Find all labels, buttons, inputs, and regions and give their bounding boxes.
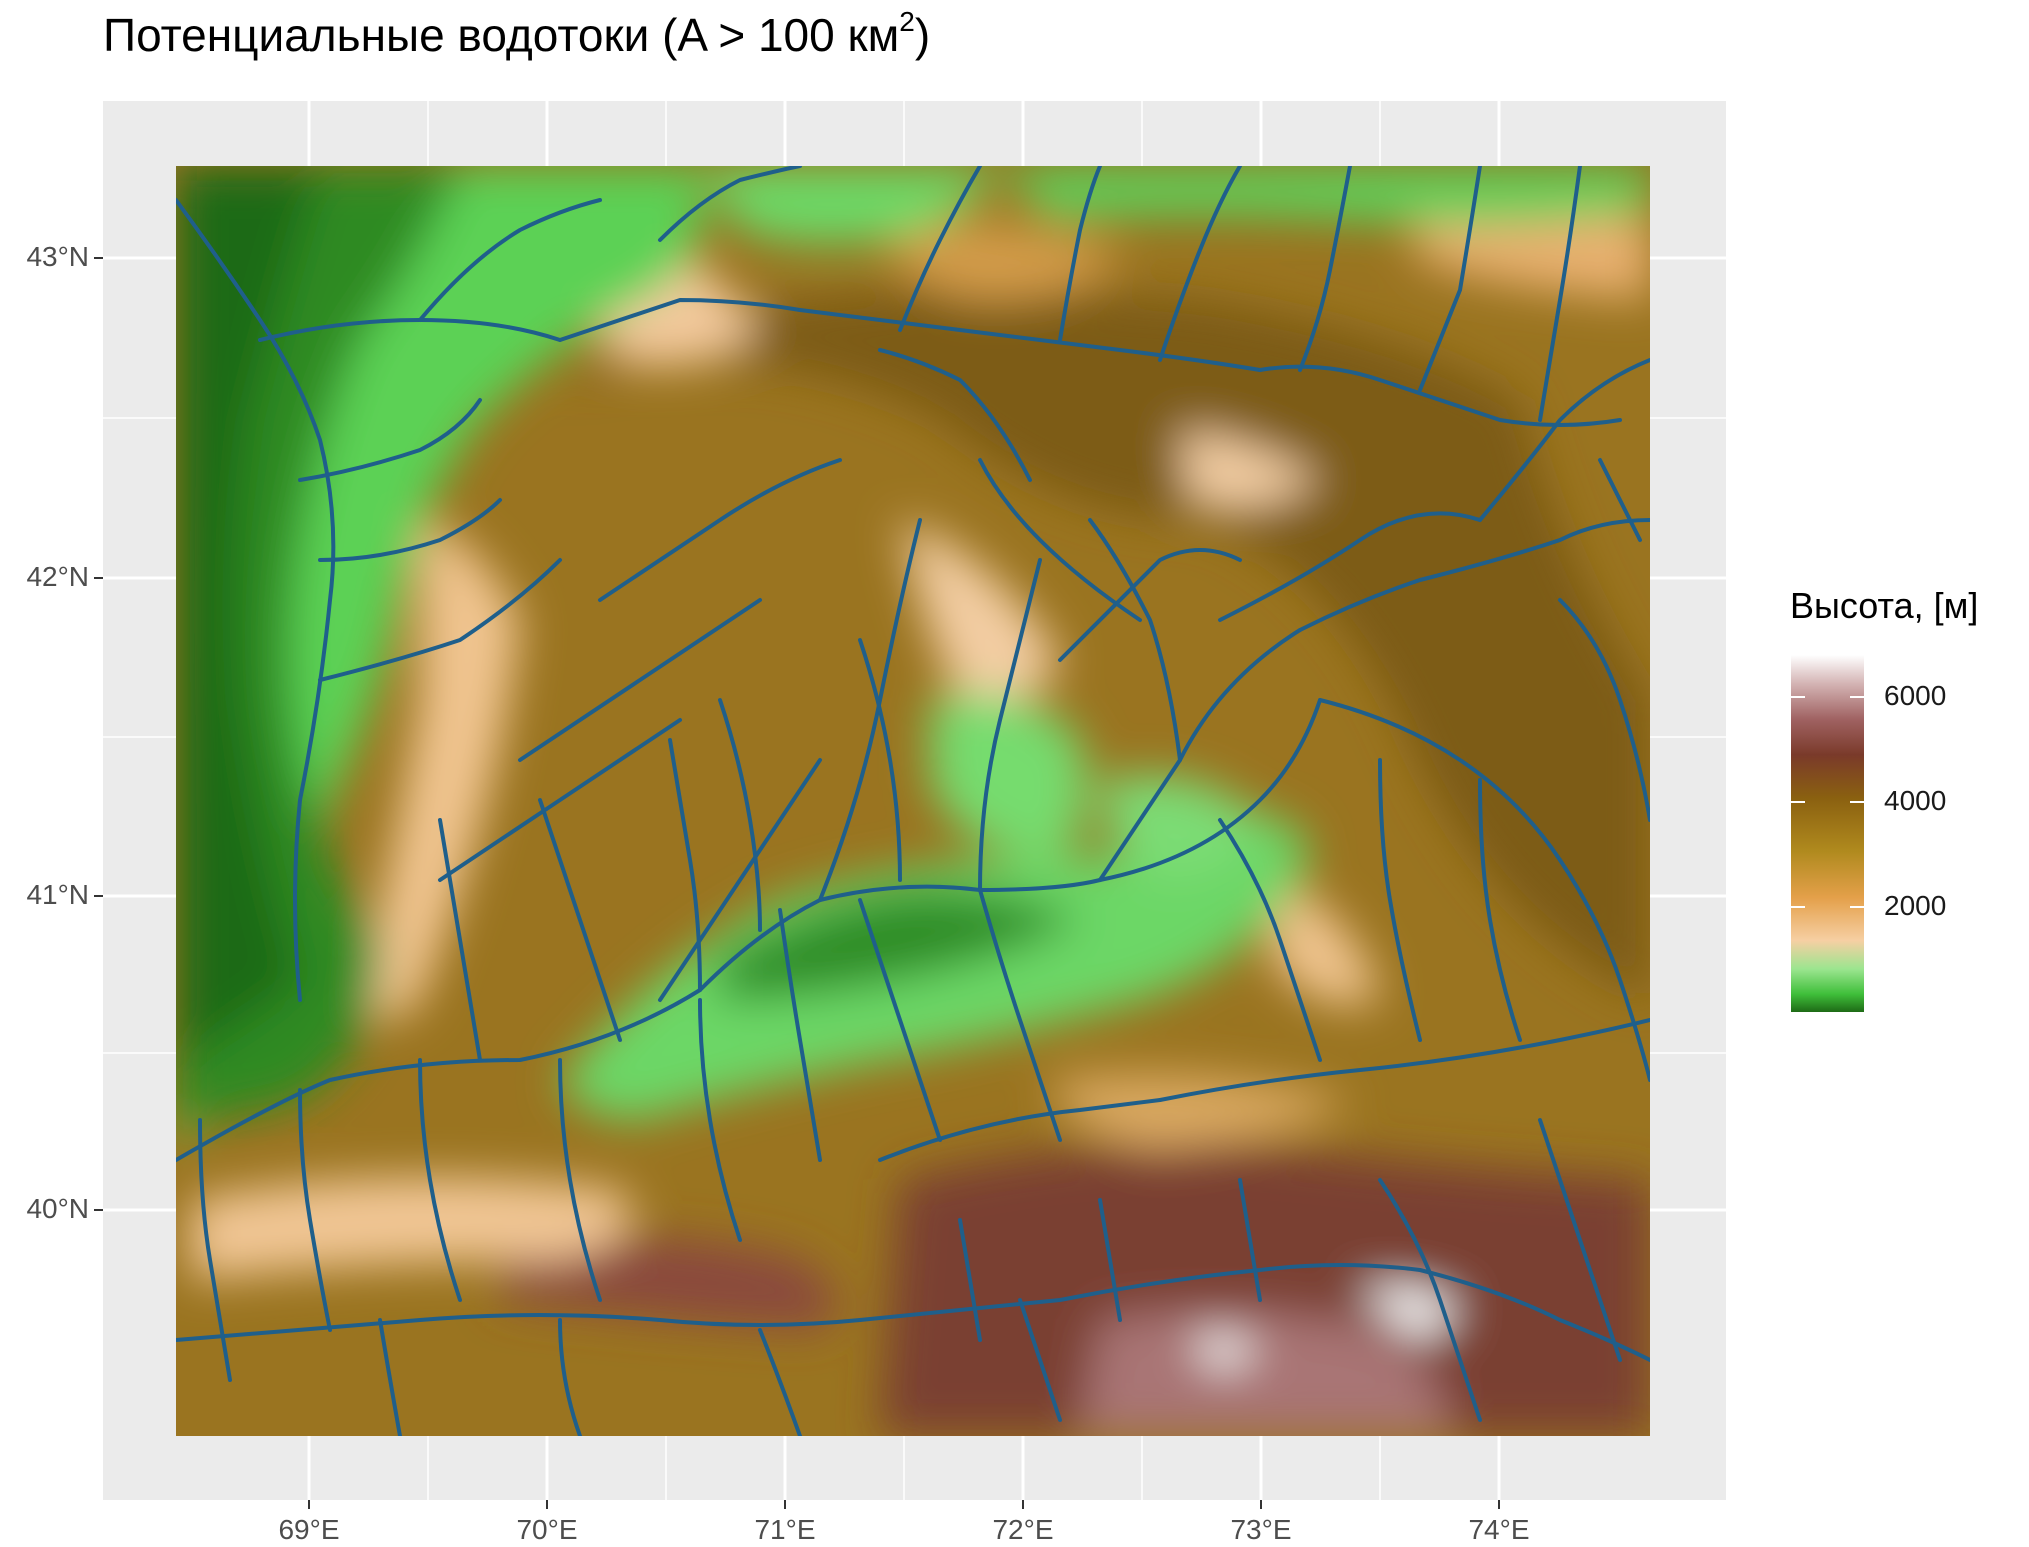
lon-tick-label: 71°E bbox=[754, 1514, 816, 1545]
axis-ticks bbox=[94, 257, 1500, 1509]
lon-tick-label: 69°E bbox=[278, 1514, 340, 1545]
stream-main-valley bbox=[176, 878, 1102, 1162]
lon-tick-label: 70°E bbox=[516, 1514, 578, 1545]
lon-tick-label: 73°E bbox=[1230, 1514, 1292, 1545]
lat-tick-label: 43°N bbox=[26, 241, 89, 272]
stream-network bbox=[176, 166, 1650, 1436]
legend: Высота, [м] bbox=[1790, 585, 2020, 1025]
legend-label: 6000 bbox=[1884, 680, 1947, 711]
legend-title: Высота, [м] bbox=[1790, 585, 1979, 626]
lon-tick-label: 74°E bbox=[1468, 1514, 1530, 1545]
legend-label: 2000 bbox=[1884, 890, 1947, 921]
elevation-raster bbox=[176, 166, 1650, 1436]
lon-tick-label: 72°E bbox=[992, 1514, 1054, 1545]
legend-label: 4000 bbox=[1884, 785, 1947, 816]
map-title: Потенциальные водотоки (A > 100 км2) bbox=[103, 5, 931, 61]
legend-ticks bbox=[1791, 696, 1864, 908]
lat-tick-label: 41°N bbox=[26, 879, 89, 910]
lat-tick-label: 42°N bbox=[26, 561, 89, 592]
legend-colorbar bbox=[1791, 655, 1864, 1012]
lat-tick-label: 40°N bbox=[26, 1193, 89, 1224]
